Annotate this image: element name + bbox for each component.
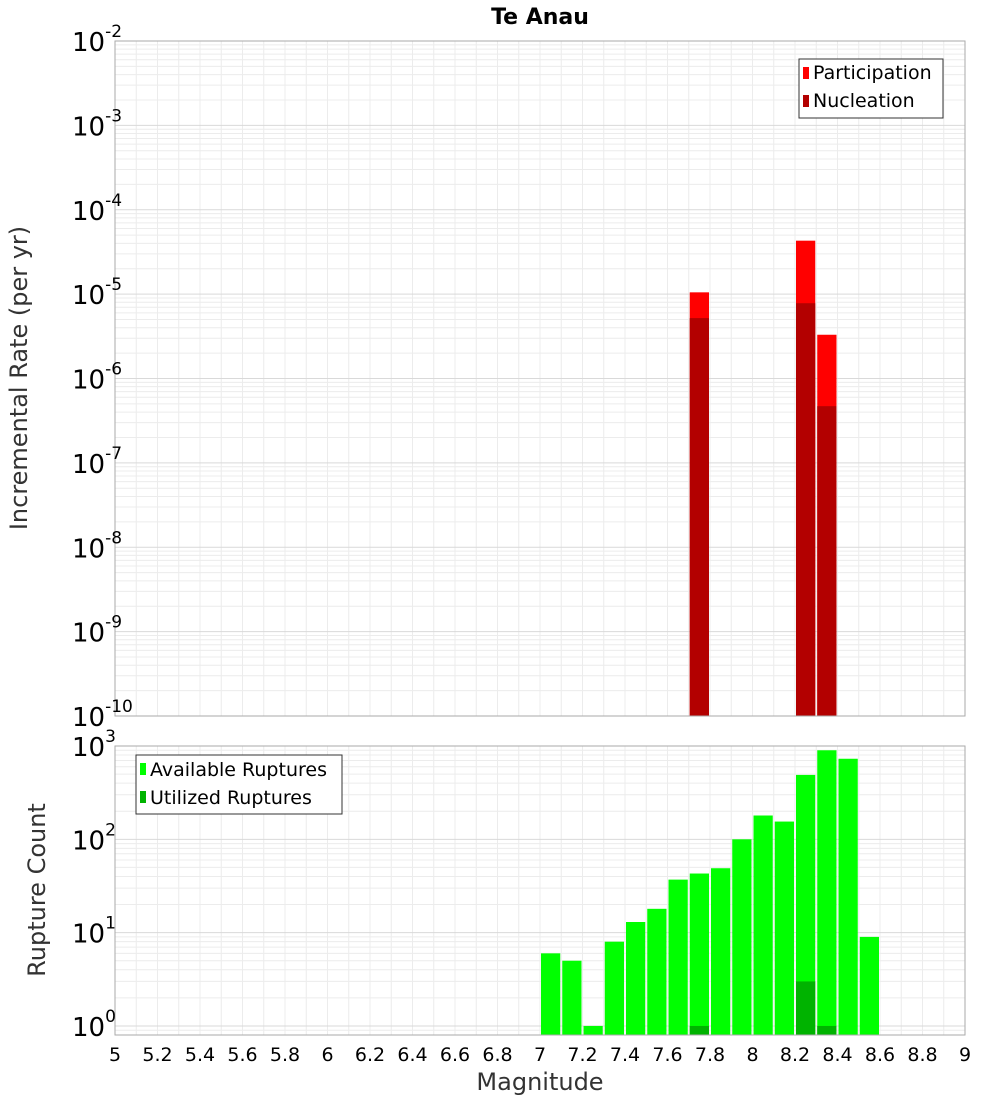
nucleation-bar [817, 406, 837, 716]
magnitude-tick-label: 5.2 [142, 1044, 172, 1066]
count-y-tick-label: 101 [72, 914, 116, 950]
magnitude-tick-label: 7.4 [610, 1044, 640, 1066]
x-axis-label: Magnitude [476, 1068, 603, 1096]
magnitude-tick-label: 9 [959, 1044, 971, 1066]
utilized-legend-label: Utilized Ruptures [150, 787, 312, 809]
magnitude-tick-label: 8.8 [907, 1044, 937, 1066]
magnitude-tick-label: 7.2 [567, 1044, 597, 1066]
magnitude-tick-label: 7.8 [695, 1044, 725, 1066]
available-ruptures-bar [668, 879, 688, 1035]
magnitude-tick-label: 8.2 [780, 1044, 810, 1066]
magnitude-tick-label: 8.6 [865, 1044, 895, 1066]
participation-legend-label: Participation [813, 62, 932, 84]
available-ruptures-bar [838, 758, 858, 1035]
rate-legend-box [798, 58, 944, 119]
available-ruptures-bar [626, 922, 646, 1035]
available-ruptures-bar [689, 873, 709, 1035]
rate-y-tick-label: 10-6 [72, 360, 122, 396]
available-ruptures-bar [562, 960, 582, 1035]
available-ruptures-bar [817, 750, 837, 1035]
rate-y-tick-labels: 10-10 10-9 10-8 10-7 10-6 10-5 10-4 10-3 10-2 [72, 22, 133, 733]
available-ruptures-bar [859, 936, 879, 1035]
rate-legend: Participation Nucleation [798, 58, 944, 119]
nucleation-legend-swatch [803, 95, 809, 107]
count-y-tick-label: 102 [72, 820, 116, 856]
rate-y-tick-label: 10-10 [72, 697, 133, 733]
magnitude-tick-label: 8 [746, 1044, 758, 1066]
magnitude-tick-label: 5.8 [270, 1044, 300, 1066]
rate-plot-frame [114, 40, 966, 717]
count-y-axis-label: Rupture Count [23, 803, 51, 977]
rate-y-tick-label: 10-4 [72, 191, 122, 227]
count-legend-box [135, 754, 343, 815]
magnitude-tick-labels: 5 5.2 5.4 5.6 5.8 6 6.2 6.4 6.6 6.8 7 7.2 7.4 7.6 7.8 8… [109, 1044, 971, 1066]
utilized-ruptures-bar [689, 1025, 709, 1035]
available-legend-swatch [140, 763, 146, 775]
available-ruptures-bar [796, 774, 816, 1035]
rate-gridlines [115, 41, 965, 716]
rate-bars [689, 240, 837, 717]
count-bars [541, 750, 879, 1035]
magnitude-tick-label: 6.6 [440, 1044, 470, 1066]
rate-y-tick-label: 10-9 [72, 613, 122, 649]
count-y-tick-label: 103 [72, 727, 116, 763]
count-y-tick-labels: 100 101 102 103 [72, 727, 116, 1043]
rate-y-tick-label: 10-5 [72, 275, 122, 311]
magnitude-tick-label: 7.6 [652, 1044, 682, 1066]
rate-y-tick-label: 10-8 [72, 528, 122, 564]
count-legend: Available Ruptures Utilized Ruptures [135, 754, 343, 815]
magnitude-tick-label: 7 [534, 1044, 546, 1066]
count-panel: 100 101 102 103 5 5.2 5.4 5.6 5.8 6 6.2 6.4 6.6 6.8 7… [23, 727, 971, 1096]
available-ruptures-bar [774, 821, 794, 1035]
rate-y-tick-label: 10-3 [72, 106, 122, 142]
rate-y-axis-label: Incremental Rate (per yr) [5, 226, 33, 530]
magnitude-tick-label: 6 [321, 1044, 333, 1066]
magnitude-tick-label: 8.4 [822, 1044, 852, 1066]
available-ruptures-bar [604, 941, 624, 1035]
nucleation-bar [796, 303, 816, 716]
available-ruptures-bar [711, 868, 731, 1035]
nucleation-legend-label: Nucleation [813, 90, 915, 112]
participation-legend-swatch [803, 67, 809, 79]
nucleation-bar [689, 318, 709, 716]
rate-panel: 10-10 10-9 10-8 10-7 10-6 10-5 10-4 10-3 10-2 In… [5, 22, 966, 733]
utilized-ruptures-bar [817, 1025, 837, 1035]
available-ruptures-bar [753, 815, 773, 1035]
available-ruptures-bar [583, 1025, 603, 1035]
magnitude-tick-label: 5.6 [227, 1044, 257, 1066]
utilized-ruptures-bar [796, 981, 816, 1035]
count-plot-frame [114, 745, 966, 1036]
available-legend-label: Available Ruptures [150, 759, 327, 781]
rate-y-tick-label: 10-2 [72, 22, 122, 58]
available-ruptures-bar [647, 908, 667, 1035]
magnitude-tick-label: 5 [109, 1044, 121, 1066]
magnitude-tick-label: 6.8 [482, 1044, 512, 1066]
magnitude-tick-label: 6.2 [355, 1044, 385, 1066]
count-y-tick-label: 100 [72, 1007, 116, 1043]
magnitude-tick-label: 5.4 [185, 1044, 215, 1066]
utilized-legend-swatch [140, 791, 146, 803]
rate-y-tick-label: 10-7 [72, 444, 122, 480]
available-ruptures-bar [732, 839, 752, 1035]
magnitude-tick-label: 6.4 [397, 1044, 427, 1066]
available-ruptures-bar [541, 953, 561, 1035]
chart-title: Te Anau [491, 5, 589, 30]
